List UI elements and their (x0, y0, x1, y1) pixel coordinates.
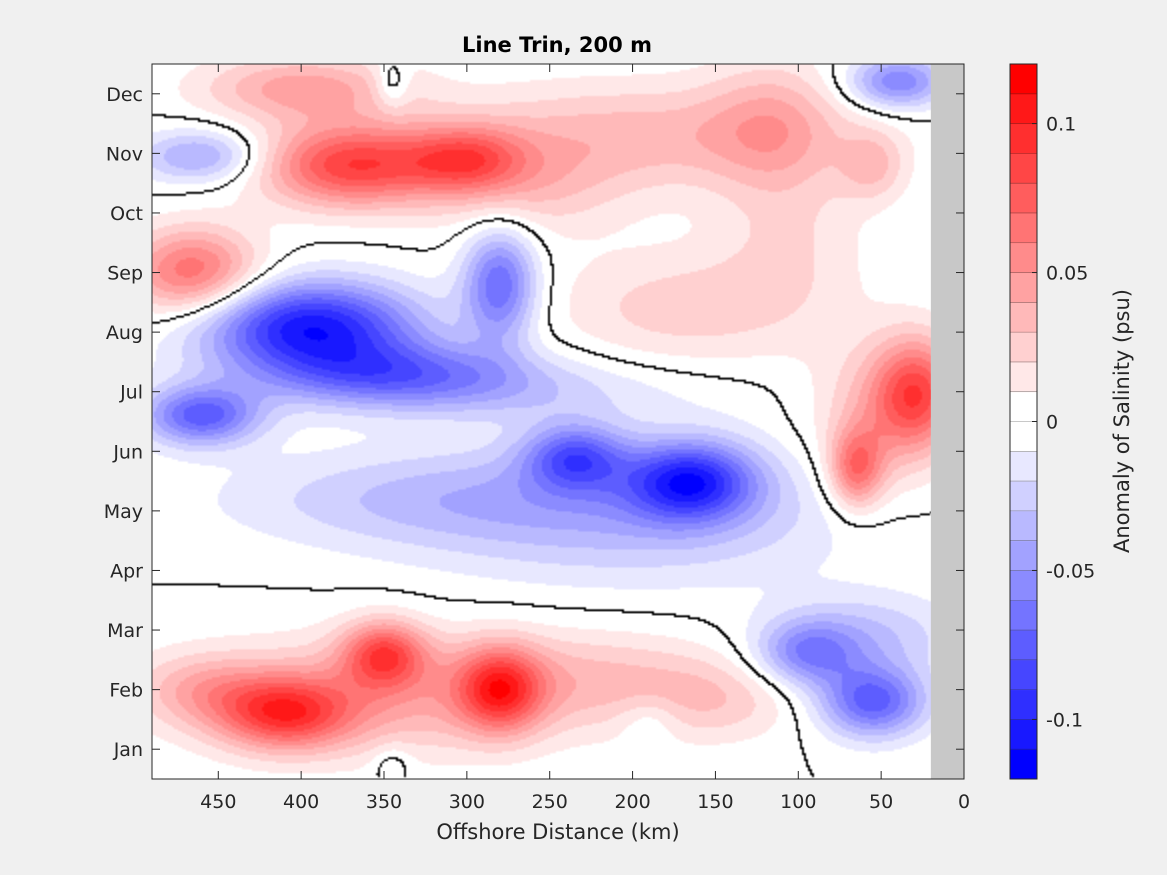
colorbar-segment (1010, 361, 1037, 393)
colorbar-tick-label: -0.1 (1046, 709, 1083, 731)
y-tick-label: Jul (119, 382, 143, 404)
x-tick-label: 100 (780, 791, 816, 813)
x-tick-label: 50 (869, 791, 893, 813)
y-tick-label: May (104, 501, 143, 523)
colorbar-segment (1010, 451, 1037, 482)
x-tick-label: 400 (283, 791, 319, 813)
colorbar-segment (1010, 689, 1037, 720)
y-tick-label: Oct (110, 203, 143, 225)
x-tick-label: 150 (697, 791, 733, 813)
y-tick-label: Jan (113, 739, 143, 761)
contour-plot-area (151, 63, 965, 780)
colorbar-segment (1010, 64, 1037, 95)
x-tick-label: 450 (200, 791, 236, 813)
colorbar-label: Anomaly of Salinity (psu) (1110, 289, 1134, 553)
x-axis: 450 400 350 300 250 200 150 100 50 0 (200, 64, 970, 813)
colorbar-segment (1010, 421, 1037, 452)
x-axis-label: Offshore Distance (km) (436, 820, 679, 844)
colorbar-segment (1010, 481, 1037, 512)
colorbar-segment (1010, 510, 1037, 542)
y-tick-label: Nov (106, 143, 143, 165)
x-tick-label: 0 (958, 791, 970, 813)
colorbar-segment (1010, 630, 1037, 661)
colorbar-segment (1010, 242, 1037, 274)
no-data-band (930, 64, 964, 779)
y-tick-label: Dec (106, 84, 143, 106)
colorbar-tick-label: 0 (1046, 412, 1058, 434)
colorbar-tick-label: -0.05 (1046, 560, 1095, 582)
colorbar-segment (1010, 540, 1037, 571)
colorbar-segment (1010, 93, 1037, 125)
colorbar-tick-label: 0.05 (1046, 263, 1088, 285)
chart-title: Line Trin, 200 m (462, 33, 652, 57)
colorbar-segment (1010, 123, 1037, 154)
x-tick-label: 300 (449, 791, 485, 813)
plot-frame (151, 63, 965, 780)
x-tick-label: 350 (366, 791, 402, 813)
colorbar-segment (1010, 600, 1037, 631)
y-tick-label: Mar (107, 620, 143, 642)
x-tick-label: 200 (614, 791, 650, 813)
colorbar-segment (1010, 719, 1037, 750)
y-tick-label: Feb (109, 680, 143, 702)
colorbar-segment (1010, 332, 1037, 363)
colorbar-segment (1010, 570, 1037, 601)
colorbar-tick-label: 0.1 (1046, 114, 1076, 136)
colorbar-segment (1010, 212, 1037, 244)
y-axis: Jan Feb Mar Apr May Jun Jul Aug Sep Oct Nov Dec (104, 84, 964, 761)
x-tick-label: 250 (532, 791, 568, 813)
colorbar-segment (1010, 749, 1037, 780)
colorbar-segment (1010, 659, 1037, 691)
salinity-anomaly-contour-field (152, 64, 964, 779)
y-tick-label: Apr (110, 560, 143, 582)
y-tick-label: Sep (107, 263, 143, 285)
colorbar-segment (1010, 302, 1037, 333)
colorbar-segment (1010, 391, 1037, 422)
colorbar-segment (1010, 272, 1037, 303)
y-tick-label: Jun (112, 441, 143, 463)
colorbar-segment (1010, 183, 1037, 214)
colorbar-segment (1010, 153, 1037, 184)
y-tick-label: Aug (106, 322, 143, 344)
colorbar: -0.1 -0.05 0 0.05 0.1 (1009, 63, 1095, 780)
